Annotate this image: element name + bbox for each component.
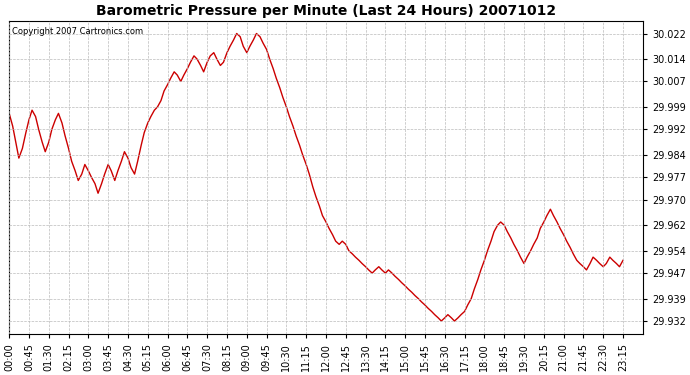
Text: Copyright 2007 Cartronics.com: Copyright 2007 Cartronics.com	[12, 27, 144, 36]
Title: Barometric Pressure per Minute (Last 24 Hours) 20071012: Barometric Pressure per Minute (Last 24 …	[96, 4, 556, 18]
